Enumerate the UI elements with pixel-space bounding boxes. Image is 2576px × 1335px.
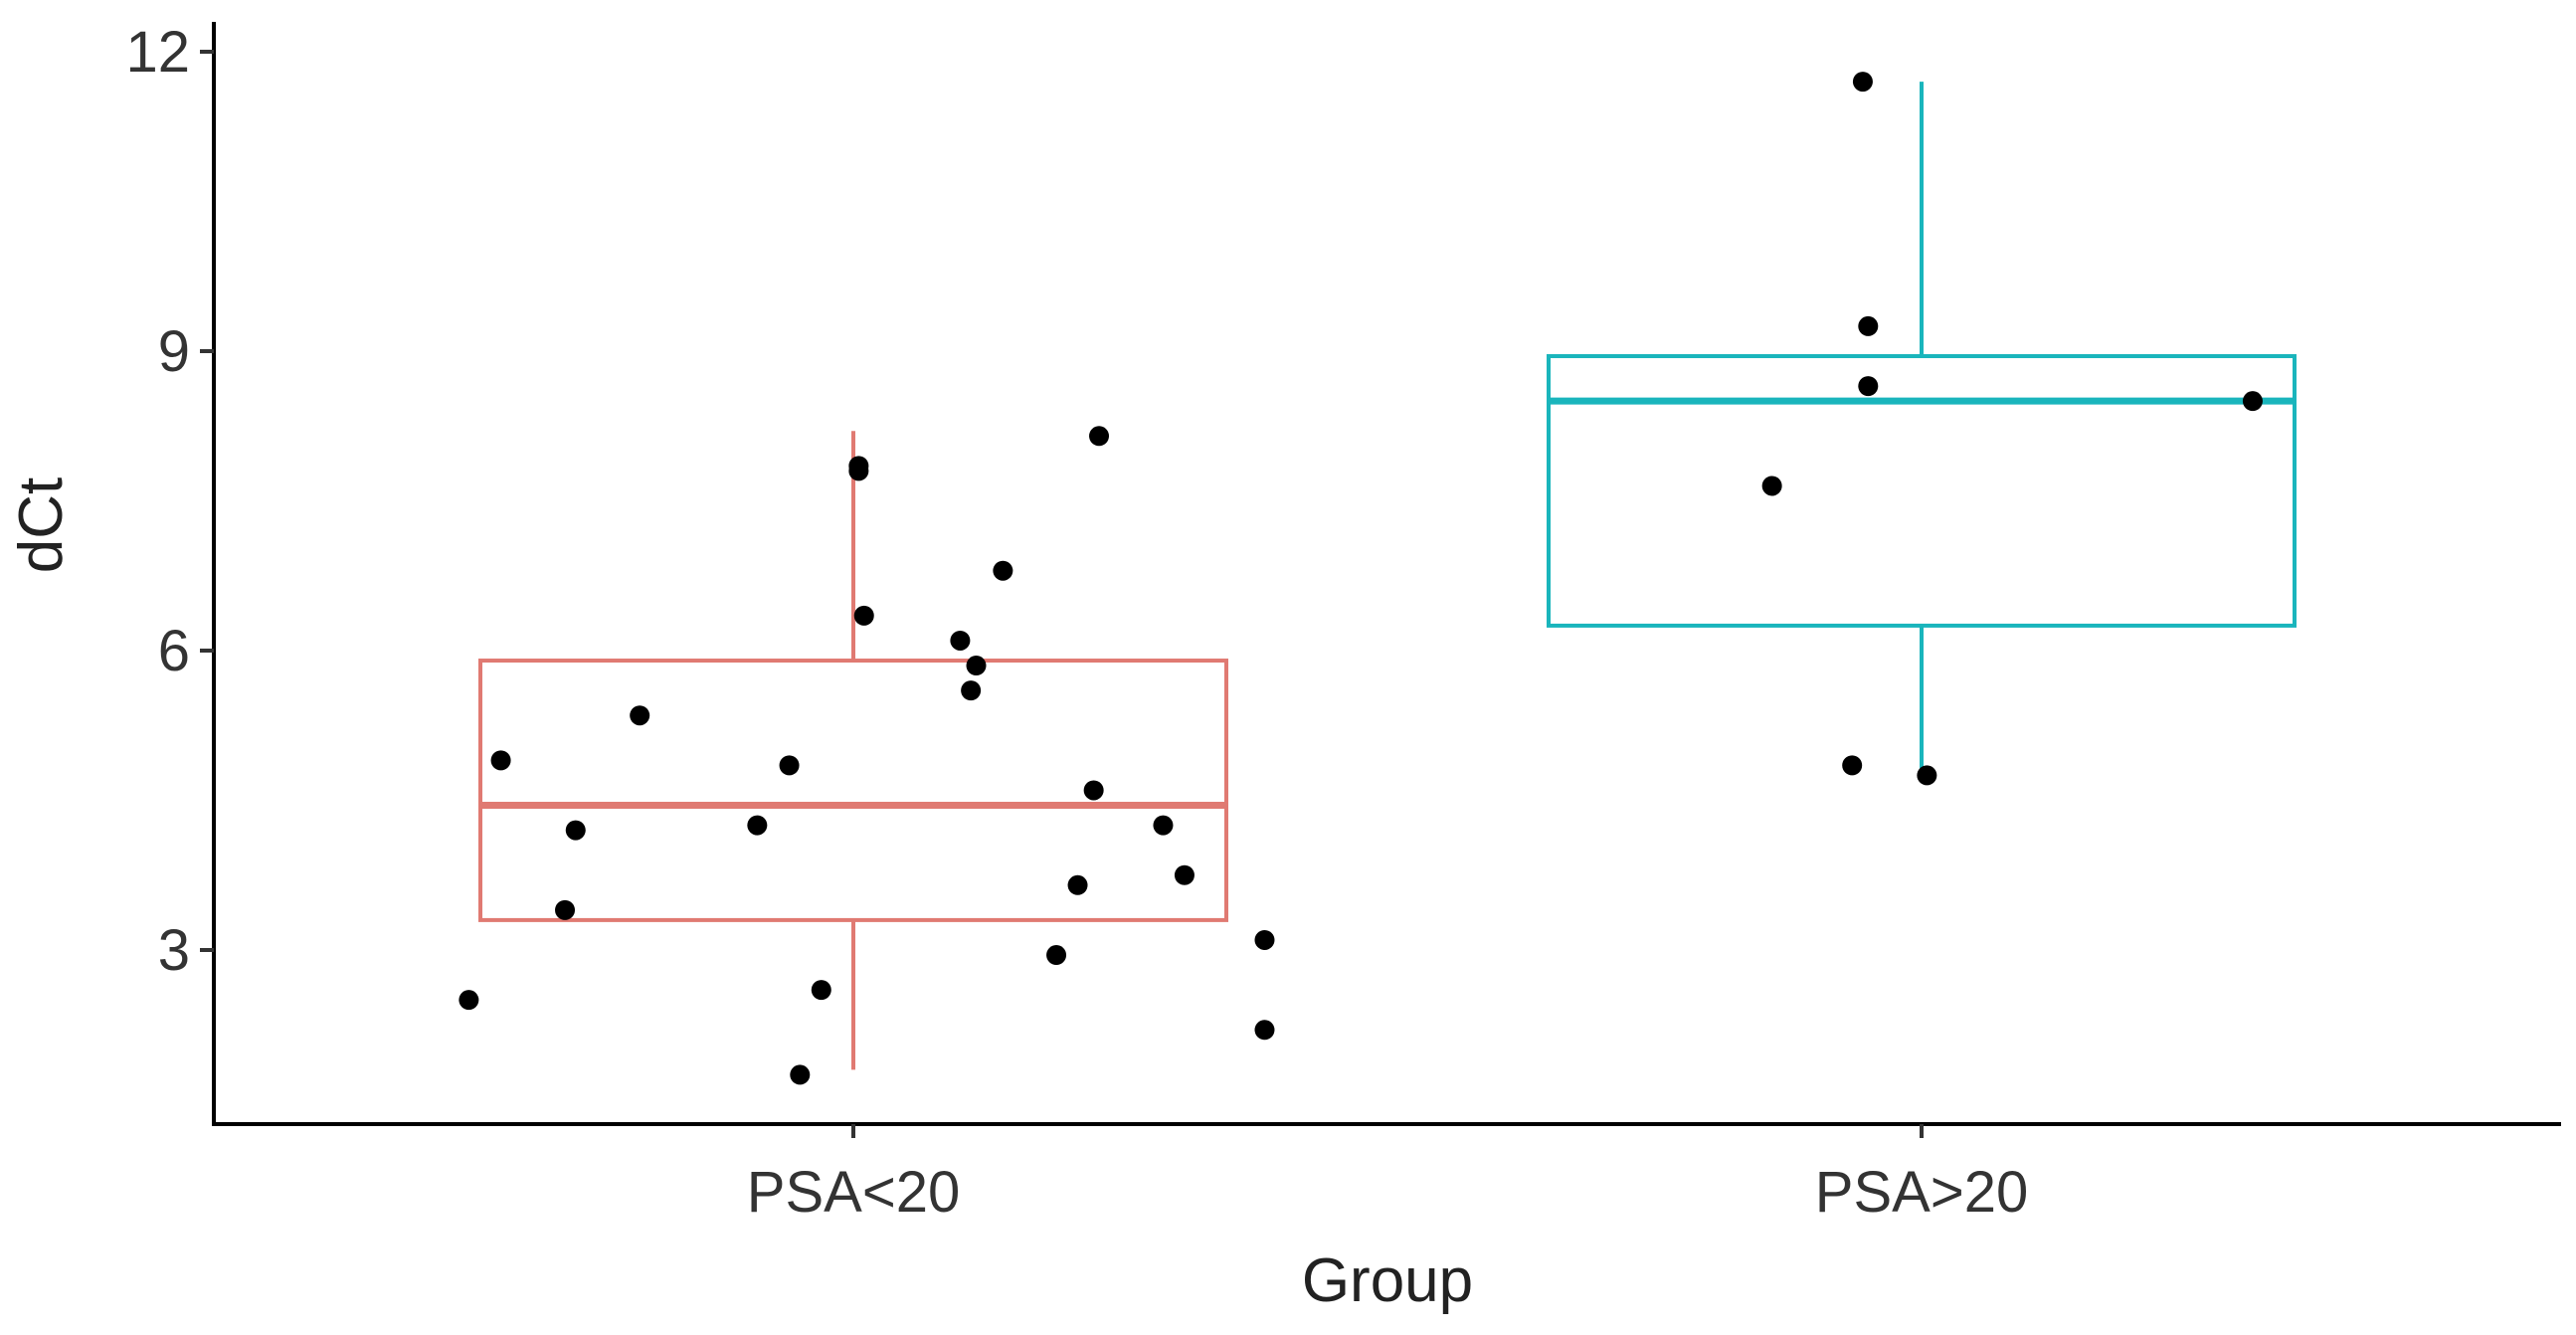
y-tick-label: 6 bbox=[158, 619, 190, 683]
data-point bbox=[1254, 1020, 1275, 1041]
boxes-layer bbox=[478, 82, 2297, 1070]
data-point bbox=[1089, 426, 1110, 447]
data-point bbox=[993, 560, 1013, 581]
data-point bbox=[1046, 945, 1067, 966]
data-point bbox=[1761, 476, 1782, 496]
data-point bbox=[1153, 815, 1174, 836]
data-point bbox=[565, 820, 586, 841]
data-point bbox=[848, 456, 869, 477]
data-point bbox=[630, 705, 650, 726]
data-point bbox=[1254, 929, 1275, 950]
y-tick-label: 9 bbox=[158, 319, 190, 384]
data-point bbox=[490, 750, 511, 771]
data-point bbox=[555, 899, 576, 920]
data-point bbox=[1858, 376, 1879, 397]
axes-layer: 3 6 9 12 PSA<20 PSA>20 bbox=[125, 20, 2561, 1225]
data-point bbox=[1852, 72, 1873, 93]
data-point bbox=[961, 680, 982, 701]
data-point bbox=[811, 980, 831, 1001]
data-point bbox=[459, 990, 479, 1011]
data-point bbox=[853, 605, 874, 626]
data-point bbox=[790, 1064, 811, 1085]
iqr-box bbox=[1547, 354, 2297, 628]
points-layer bbox=[459, 72, 2263, 1085]
data-point bbox=[950, 630, 971, 651]
iqr-box bbox=[478, 659, 1228, 922]
y-tick-label: 3 bbox=[158, 918, 190, 983]
data-point bbox=[779, 755, 800, 776]
data-point bbox=[2242, 391, 2263, 412]
x-tick-label: PSA>20 bbox=[1815, 1160, 2028, 1225]
data-point bbox=[747, 815, 768, 836]
data-point bbox=[1067, 874, 1088, 895]
data-point bbox=[966, 656, 987, 676]
data-point bbox=[1842, 755, 1863, 776]
data-point bbox=[1083, 780, 1104, 801]
x-tick-label: PSA<20 bbox=[747, 1160, 960, 1225]
y-tick-label: 12 bbox=[125, 20, 190, 85]
y-axis-title: dCt bbox=[7, 477, 76, 573]
data-point bbox=[1917, 765, 1937, 786]
x-axis-title: Group bbox=[1302, 1246, 1473, 1315]
data-point bbox=[1174, 864, 1195, 885]
data-point bbox=[1858, 315, 1879, 336]
